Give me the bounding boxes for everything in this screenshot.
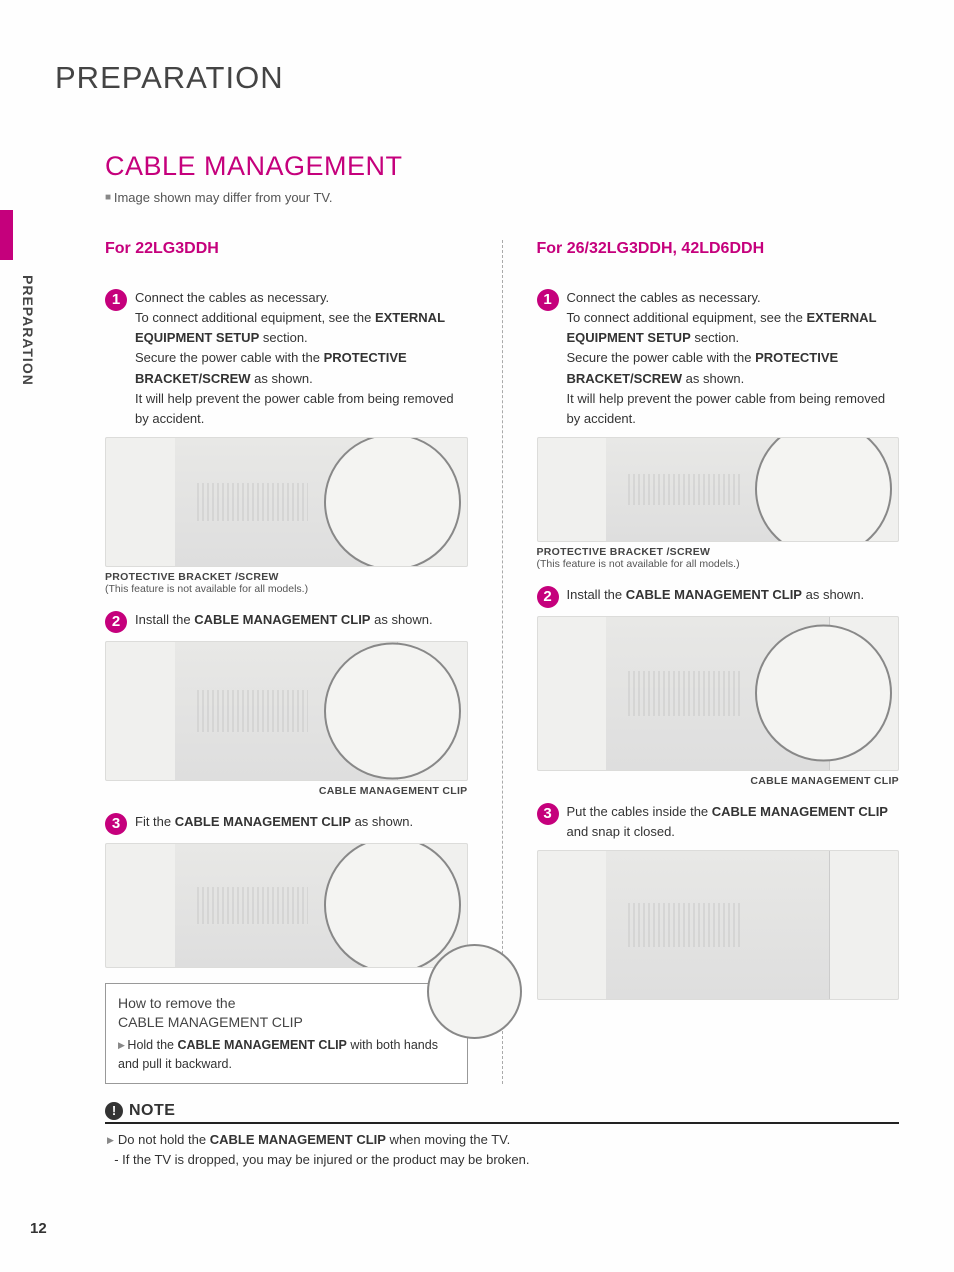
note-block: ! NOTE ▶Do not hold the CABLE MANAGEMENT…: [105, 1102, 899, 1170]
note-title: NOTE: [129, 1102, 175, 1120]
illustration-caption: PROTECTIVE BRACKET /SCREW: [537, 546, 900, 558]
step-number-badge: 1: [537, 289, 559, 311]
illustration-subcaption: (This feature is not available for all m…: [105, 583, 468, 595]
illustration-caption: PROTECTIVE BRACKET /SCREW: [105, 571, 468, 583]
step-text: Put the cables inside the CABLE MANAGEME…: [567, 802, 900, 842]
step-text: Connect the cables as necessary.To conne…: [135, 288, 468, 429]
step-number-badge: 3: [105, 813, 127, 835]
illustration-caption: CABLE MANAGEMENT CLIP: [105, 785, 468, 797]
step: 1 Connect the cables as necessary.To con…: [537, 288, 900, 570]
accent-bar: [0, 210, 13, 260]
illustration: [105, 843, 468, 968]
zoom-inset-icon: [427, 944, 522, 1039]
zoom-inset-icon: [324, 843, 461, 968]
step-number-badge: 1: [105, 289, 127, 311]
illustration: [537, 616, 900, 771]
step-text: Fit the CABLE MANAGEMENT CLIP as shown.: [135, 812, 413, 832]
step: 3 Fit the CABLE MANAGEMENT CLIP as shown…: [105, 812, 468, 968]
chapter-title: PREPARATION: [55, 60, 899, 96]
note-icon: !: [105, 1102, 123, 1120]
illustration: [537, 437, 900, 542]
illustration: [537, 850, 900, 1000]
model-header-right: For 26/32LG3DDH, 42LD6DDH: [537, 240, 900, 258]
illustration: [105, 437, 468, 567]
step-number-badge: 2: [537, 586, 559, 608]
step: 2 Install the CABLE MANAGEMENT CLIP as s…: [105, 610, 468, 797]
illustration-subcaption: (This feature is not available for all m…: [537, 558, 900, 570]
howto-title: How to remove the CABLE MANAGEMENT CLIP: [118, 994, 455, 1032]
step-text: Install the CABLE MANAGEMENT CLIP as sho…: [135, 610, 433, 630]
step-number-badge: 2: [105, 611, 127, 633]
section-title: CABLE MANAGEMENT: [105, 151, 899, 182]
howto-body: Hold the CABLE MANAGEMENT CLIP with both…: [118, 1036, 455, 1074]
zoom-inset-icon: [324, 642, 461, 779]
illustration-caption: CABLE MANAGEMENT CLIP: [537, 775, 900, 787]
step: 3 Put the cables inside the CABLE MANAGE…: [537, 802, 900, 1000]
content-columns: For 22LG3DDH 1 Connect the cables as nec…: [105, 240, 899, 1084]
step: 2 Install the CABLE MANAGEMENT CLIP as s…: [537, 585, 900, 787]
zoom-inset-icon: [755, 437, 892, 542]
right-column: For 26/32LG3DDH, 42LD6DDH 1 Connect the …: [537, 240, 900, 1084]
left-column: For 22LG3DDH 1 Connect the cables as nec…: [105, 240, 468, 1084]
model-header-left: For 22LG3DDH: [105, 240, 468, 258]
zoom-inset-icon: [324, 437, 461, 567]
section-subtitle: Image shown may differ from your TV.: [105, 190, 899, 205]
step-text: Install the CABLE MANAGEMENT CLIP as sho…: [567, 585, 865, 605]
note-body: ▶Do not hold the CABLE MANAGEMENT CLIP w…: [105, 1130, 899, 1170]
step: 1 Connect the cables as necessary.To con…: [105, 288, 468, 595]
page-number: 12: [30, 1220, 47, 1237]
manual-page: PREPARATION PREPARATION CABLE MANAGEMENT…: [0, 0, 954, 1272]
side-tab-label: PREPARATION: [20, 275, 36, 386]
step-text: Connect the cables as necessary.To conne…: [567, 288, 900, 429]
step-number-badge: 3: [537, 803, 559, 825]
illustration: [105, 641, 468, 781]
zoom-inset-icon: [755, 625, 892, 762]
howto-box: How to remove the CABLE MANAGEMENT CLIP …: [105, 983, 468, 1084]
